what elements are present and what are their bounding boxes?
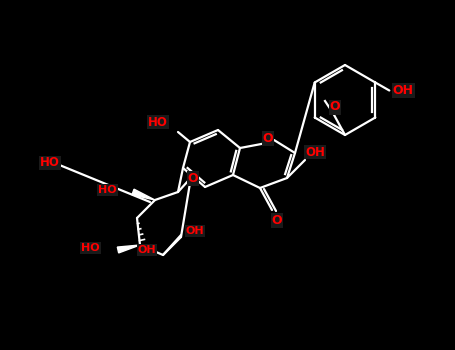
Polygon shape xyxy=(117,245,140,253)
Text: OH: OH xyxy=(305,146,325,159)
Text: O: O xyxy=(187,172,198,184)
Text: HO: HO xyxy=(40,156,60,169)
Text: OH: OH xyxy=(186,226,204,236)
Text: OH: OH xyxy=(138,245,157,255)
Text: OH: OH xyxy=(393,84,414,97)
Text: HO: HO xyxy=(98,185,117,195)
Polygon shape xyxy=(132,189,155,200)
Text: HO: HO xyxy=(148,116,168,128)
Text: O: O xyxy=(272,214,282,226)
Text: O: O xyxy=(330,100,340,113)
Text: O: O xyxy=(263,132,273,145)
Text: HO: HO xyxy=(81,243,100,253)
